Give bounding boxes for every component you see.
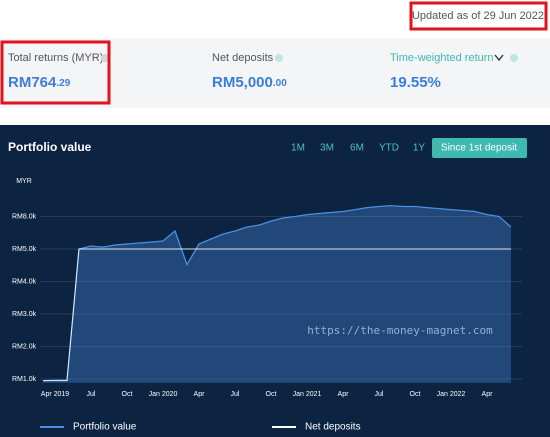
x-tick-label: Jan 2021 xyxy=(293,391,322,398)
range-button[interactable]: 1M xyxy=(291,143,305,154)
legend-label[interactable]: Net deposits xyxy=(305,422,361,433)
stat-cents: .29 xyxy=(56,78,70,89)
chart-title: Portfolio value xyxy=(8,140,92,154)
x-tick-label: Apr xyxy=(482,391,494,398)
x-tick-label: Apr xyxy=(338,391,350,398)
y-tick-label: RM8.0k xyxy=(12,213,37,220)
highlight-box xyxy=(0,40,111,105)
x-tick-label: Apr xyxy=(194,391,206,398)
info-icon[interactable] xyxy=(275,54,283,62)
chart-panel xyxy=(0,125,550,437)
x-tick-label: Apr 2019 xyxy=(41,391,70,398)
watermark: https://the-money-magnet.com xyxy=(307,324,493,337)
chevron[interactable] xyxy=(494,54,504,62)
legend-label[interactable]: Portfolio value xyxy=(73,422,137,433)
y-tick-label: RM1.0k xyxy=(12,376,37,383)
y-tick-label: RM2.0k xyxy=(12,343,37,350)
stat-value: 19.55% xyxy=(390,74,441,91)
y-axis-unit: MYR xyxy=(16,178,32,185)
x-tick-label: Oct xyxy=(410,391,421,398)
series-line xyxy=(42,204,512,382)
stat-value: RM764.29 xyxy=(8,74,71,91)
series-line xyxy=(43,248,511,382)
stat-label: Total returns (MYR) xyxy=(8,52,103,64)
info-icon[interactable] xyxy=(510,54,518,62)
y-tick-label: RM4.0k xyxy=(12,278,37,285)
portfolio-area xyxy=(43,205,511,383)
x-tick-label: Jul xyxy=(375,391,384,398)
x-tick-label: Oct xyxy=(122,391,133,398)
updated-date: Updated as of 29 Jun 2022 xyxy=(412,10,544,22)
range-button[interactable]: Since 1st deposit xyxy=(441,143,517,154)
range-button[interactable]: 6M xyxy=(350,143,364,154)
stat-main: RM764 xyxy=(8,74,57,91)
highlight-box xyxy=(409,1,548,31)
x-tick-label: Jan 2022 xyxy=(437,391,466,398)
range-button[interactable]: YTD xyxy=(379,143,399,154)
stat-label[interactable]: Time-weighted return xyxy=(390,52,494,64)
range-button[interactable]: 3M xyxy=(320,143,334,154)
info-icon[interactable] xyxy=(101,54,109,62)
y-tick-label: RM5.0k xyxy=(12,246,37,253)
x-tick-label: Oct xyxy=(266,391,277,398)
y-tick-label: RM3.0k xyxy=(12,311,37,318)
x-tick-label: Jul xyxy=(231,391,240,398)
stat-value: RM5,000.00 xyxy=(212,74,287,91)
range-button-bg[interactable] xyxy=(432,138,527,158)
stats-panel xyxy=(0,38,550,108)
range-button[interactable]: 1Y xyxy=(413,143,426,154)
stat-label: Net deposits xyxy=(212,52,274,64)
stat-cents: .00 xyxy=(273,78,287,89)
stat-main: RM5,000 xyxy=(212,74,273,91)
x-tick-label: Jul xyxy=(87,391,96,398)
x-tick-label: Jan 2020 xyxy=(149,391,178,398)
